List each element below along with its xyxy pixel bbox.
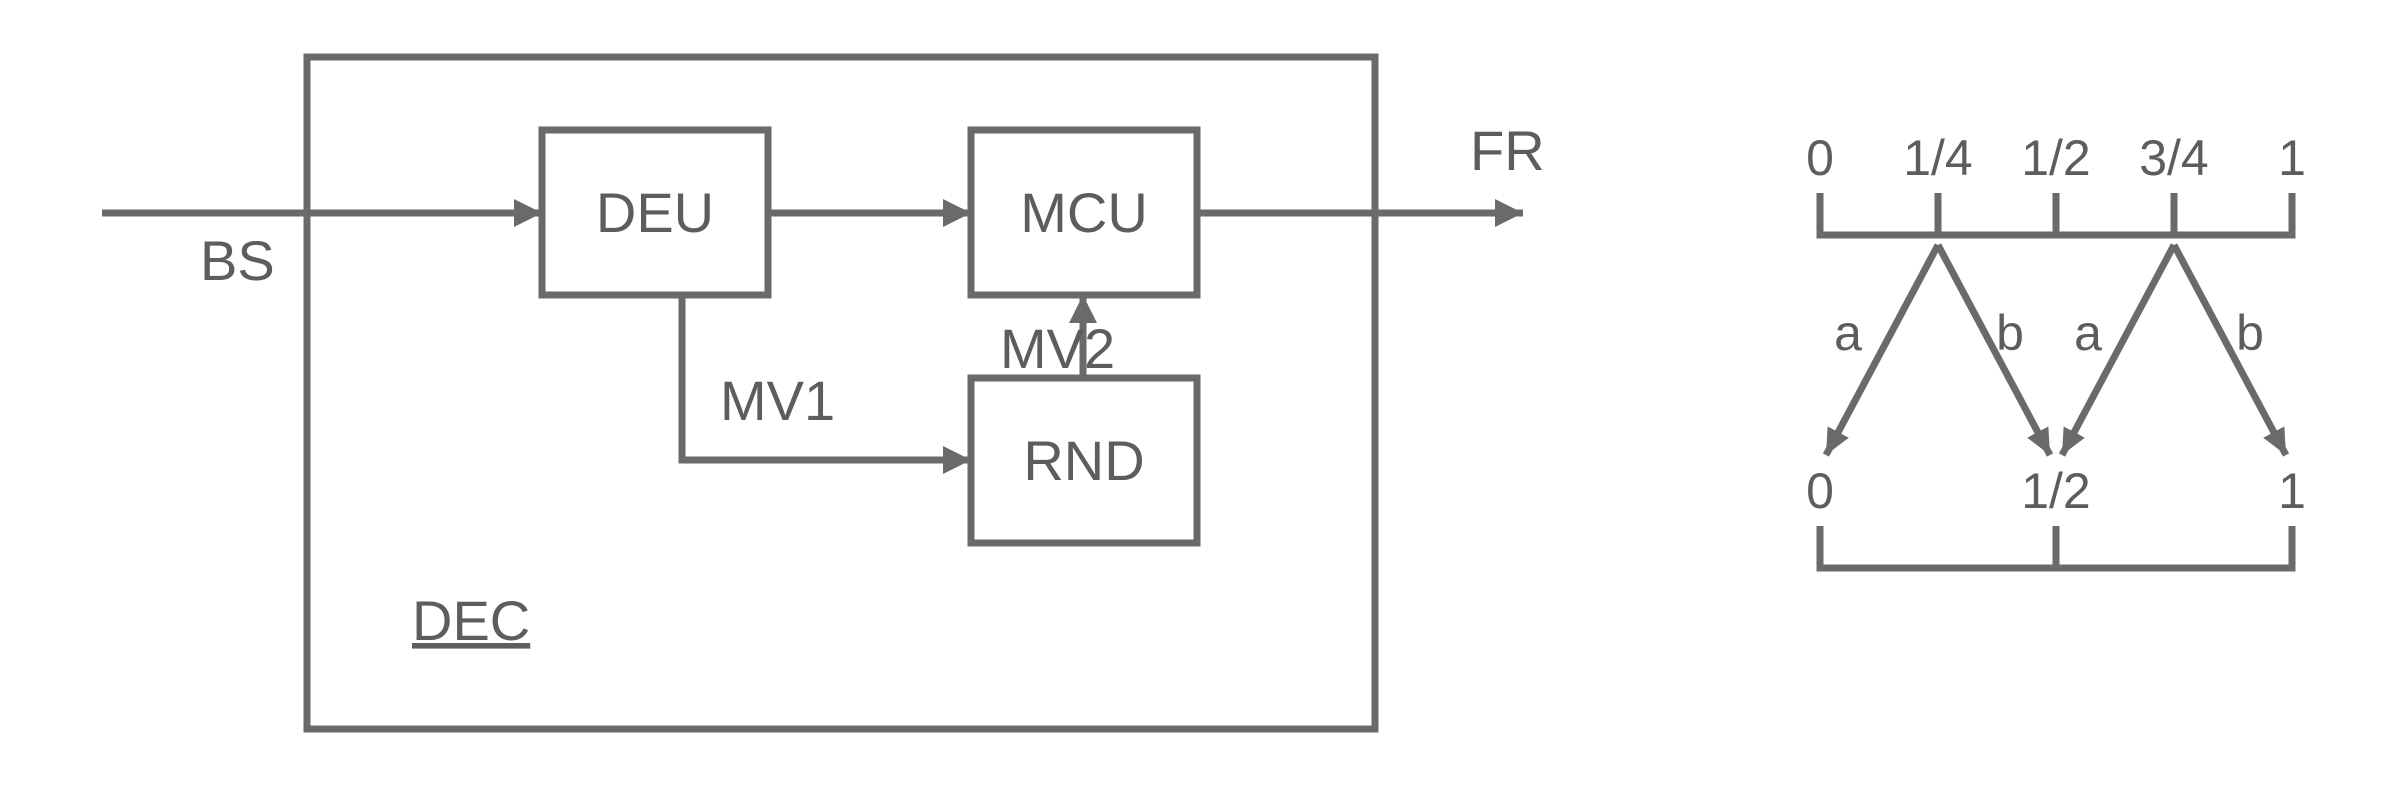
- mcu-label: MCU: [1020, 181, 1148, 244]
- bs-arrow-label: BS: [200, 229, 275, 292]
- top-scale-tick-label: 1: [2278, 130, 2306, 186]
- top-scale-tick-label: 1/2: [2021, 130, 2091, 186]
- bottom-scale-tick-label: 0: [1806, 463, 1834, 519]
- mapping-label-0: a: [1834, 305, 1862, 361]
- top-scale-tick-label: 0: [1806, 130, 1834, 186]
- mapping-label-1: b: [1996, 305, 2024, 361]
- fr-arrow-label: FR: [1470, 119, 1545, 182]
- top-scale-tick-label: 3/4: [2139, 130, 2209, 186]
- top-scale-tick-label: 1/4: [1903, 130, 1973, 186]
- rnd-mcu-arrow-label: MV2: [1000, 317, 1115, 380]
- deu-label: DEU: [596, 181, 714, 244]
- dec-label: DEC: [412, 589, 530, 652]
- bottom-scale-tick-label: 1: [2278, 463, 2306, 519]
- mapping-label-3: b: [2236, 305, 2264, 361]
- mapping-arrow-3: [2174, 245, 2286, 455]
- rnd-label: RND: [1023, 429, 1144, 492]
- mapping-arrow-1: [1938, 245, 2050, 455]
- deu-rnd-arrow-label: MV1: [720, 369, 835, 432]
- mapping-label-2: a: [2074, 305, 2102, 361]
- bottom-scale-tick-label: 1/2: [2021, 463, 2091, 519]
